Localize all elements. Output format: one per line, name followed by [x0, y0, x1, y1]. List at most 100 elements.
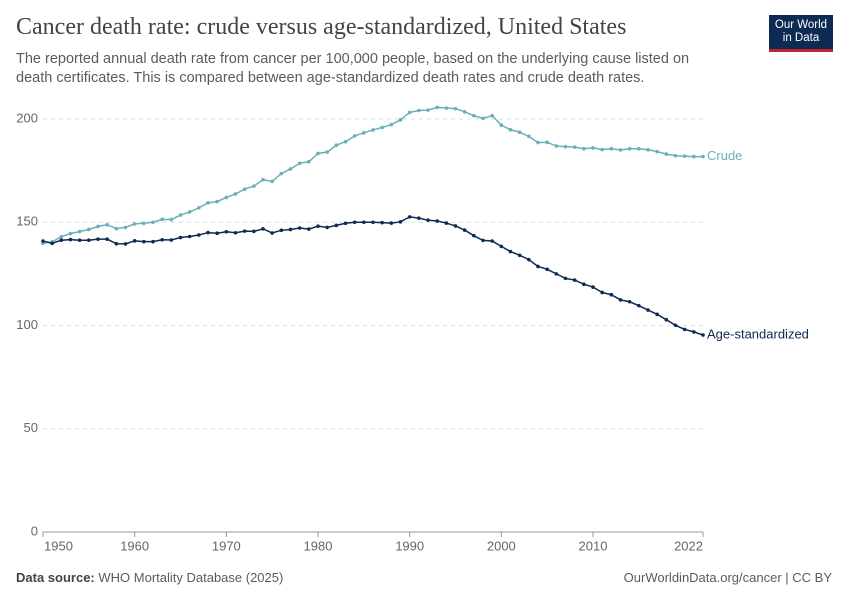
x-tick-label: 2000	[487, 538, 516, 553]
data-point	[462, 109, 467, 114]
data-point	[362, 220, 366, 225]
data-point	[517, 253, 522, 258]
data-point	[96, 224, 100, 229]
data-point	[655, 312, 659, 317]
x-tick-label: 1960	[120, 538, 149, 553]
data-point	[343, 221, 348, 226]
data-point	[609, 292, 614, 297]
source-label: Data source:	[16, 570, 95, 585]
data-point	[77, 229, 82, 234]
data-point	[343, 139, 348, 144]
data-point	[582, 146, 586, 151]
data-point	[545, 267, 549, 272]
data-point	[169, 217, 174, 222]
data-point	[352, 134, 357, 138]
data-point	[609, 146, 614, 151]
x-tick-label: 2022	[674, 538, 703, 553]
footer-link[interactable]: OurWorldinData.org/cancer | CC BY	[623, 570, 832, 585]
data-point	[261, 227, 265, 231]
data-point	[426, 218, 430, 222]
data-point	[380, 125, 384, 130]
data-point	[252, 229, 256, 234]
data-point	[627, 146, 632, 151]
data-point	[87, 227, 91, 232]
data-point	[87, 238, 91, 243]
data-point	[664, 317, 669, 322]
data-point	[288, 167, 293, 171]
data-point	[261, 177, 265, 182]
data-point	[701, 333, 705, 337]
data-point	[572, 278, 577, 282]
data-point	[68, 237, 73, 242]
data-point	[325, 225, 329, 230]
data-point	[453, 224, 458, 228]
data-point	[481, 116, 485, 121]
data-point	[600, 147, 604, 152]
data-point	[178, 235, 183, 240]
data-point	[673, 323, 678, 328]
data-point	[59, 234, 64, 239]
data-point	[600, 290, 604, 295]
y-tick-label: 50	[24, 420, 38, 435]
data-point	[682, 154, 687, 158]
data-point	[123, 225, 128, 230]
data-point	[160, 238, 164, 242]
data-point	[563, 276, 568, 281]
data-point	[563, 144, 568, 149]
data-point	[334, 223, 339, 228]
data-point	[417, 216, 421, 220]
data-point	[68, 231, 73, 236]
data-point	[701, 154, 705, 159]
x-tick-label: 2010	[579, 538, 608, 553]
data-point	[197, 205, 201, 210]
logo-line: Our World	[774, 19, 828, 31]
data-point	[160, 217, 164, 222]
data-point	[426, 108, 430, 112]
data-point	[316, 151, 320, 156]
data-point	[41, 239, 45, 243]
data-point	[215, 231, 219, 235]
data-point	[435, 219, 439, 223]
data-point	[50, 241, 54, 246]
data-point	[270, 179, 274, 184]
data-point	[96, 237, 100, 241]
data-point	[472, 233, 476, 238]
data-point	[398, 118, 403, 122]
data-point	[233, 230, 238, 235]
data-point	[517, 130, 522, 135]
data-point	[536, 140, 540, 145]
data-point	[151, 239, 155, 244]
data-point	[224, 229, 229, 234]
data-point	[417, 108, 421, 113]
data-point	[527, 134, 531, 139]
data-point	[151, 220, 155, 225]
data-point	[215, 199, 219, 204]
data-point	[444, 106, 449, 110]
data-point	[178, 213, 183, 217]
data-point	[105, 222, 109, 227]
data-point	[142, 221, 146, 226]
data-point	[673, 153, 678, 158]
data-point	[435, 105, 439, 110]
x-tick-label: 1980	[304, 538, 333, 553]
data-point	[499, 123, 504, 127]
data-point	[536, 264, 540, 269]
data-point	[380, 220, 384, 225]
data-point	[279, 171, 284, 176]
x-tick-label: 1970	[212, 538, 241, 553]
source: Data source: WHO Mortality Database (202…	[16, 570, 283, 585]
data-point	[252, 184, 256, 188]
data-point	[554, 144, 559, 148]
data-point	[618, 298, 623, 302]
data-point	[307, 227, 311, 231]
series-label: Crude	[707, 148, 742, 163]
data-point	[682, 327, 687, 332]
data-point	[444, 221, 449, 225]
logo[interactable]: Our World in Data	[769, 15, 833, 52]
data-point	[334, 143, 339, 148]
data-point	[297, 161, 302, 165]
data-point	[499, 244, 504, 249]
data-point	[325, 150, 329, 154]
data-point	[132, 222, 137, 226]
